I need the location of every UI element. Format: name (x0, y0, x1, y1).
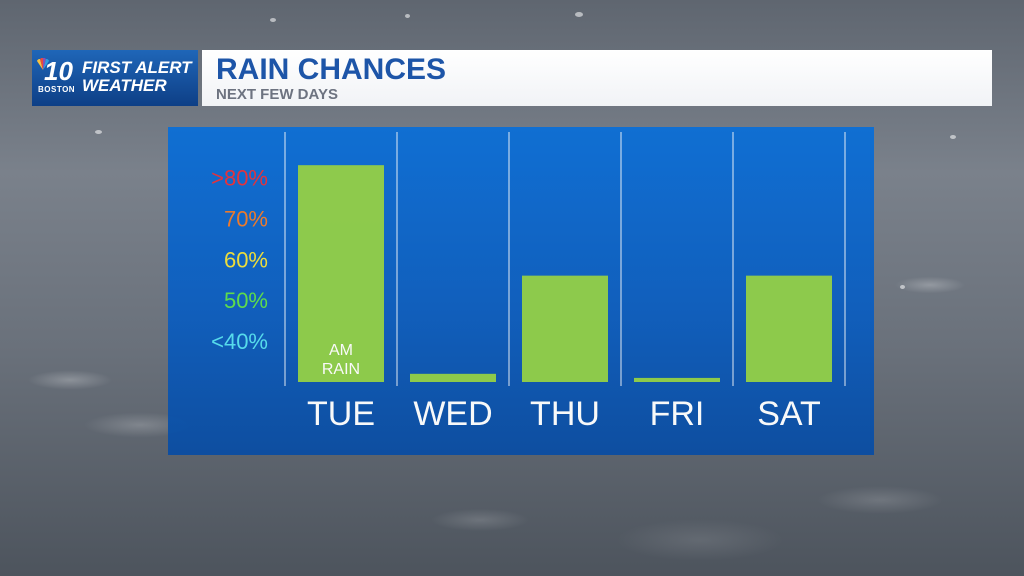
bar-wed (410, 373, 496, 382)
page-subtitle: NEXT FEW DAYS (216, 86, 338, 103)
rain-drop (405, 14, 410, 18)
logo-text: FIRST ALERT WEATHER (82, 59, 192, 95)
y-tick-label: >80% (211, 165, 268, 190)
rain-drop (575, 12, 583, 17)
bar-sat (746, 275, 832, 382)
peacock-icon (37, 58, 49, 70)
bar-tue (298, 165, 384, 382)
x-tick-label: TUE (307, 395, 375, 433)
y-tick-label: 70% (224, 206, 268, 231)
rain-drop (950, 135, 956, 139)
rain-drop (95, 130, 102, 134)
page-title: RAIN CHANCES (216, 53, 447, 86)
station-logo: 10 BOSTON FIRST ALERT WEATHER (32, 50, 198, 106)
bar-annotation: AM (329, 342, 353, 359)
bar-annotation: RAIN (322, 361, 360, 378)
chart-panel: >80% 70% 60% 50% <40% TUE WED THU FRI SAT AM RAIN (168, 127, 874, 455)
logo-city: BOSTON (38, 85, 76, 94)
y-tick-label: <40% (211, 329, 268, 354)
y-tick-label: 50% (224, 288, 268, 313)
rain-chance-chart: >80% 70% 60% 50% <40% TUE WED THU FRI SAT AM RAIN (211, 132, 846, 433)
logo-line1: FIRST ALERT (82, 58, 192, 77)
x-tick-label: WED (413, 395, 492, 433)
x-tick-label: FRI (650, 395, 705, 433)
bar-fri (634, 377, 720, 382)
rain-drop (900, 285, 905, 289)
bar-thu (522, 275, 608, 382)
rain-drop (270, 18, 276, 22)
title-bar: RAIN CHANCES NEXT FEW DAYS (202, 50, 992, 106)
logo-number: 10 (44, 56, 73, 86)
x-tick-label: THU (530, 395, 600, 433)
y-tick-label: 60% (224, 247, 268, 272)
logo-line2: WEATHER (82, 76, 167, 95)
x-tick-label: SAT (757, 395, 821, 433)
